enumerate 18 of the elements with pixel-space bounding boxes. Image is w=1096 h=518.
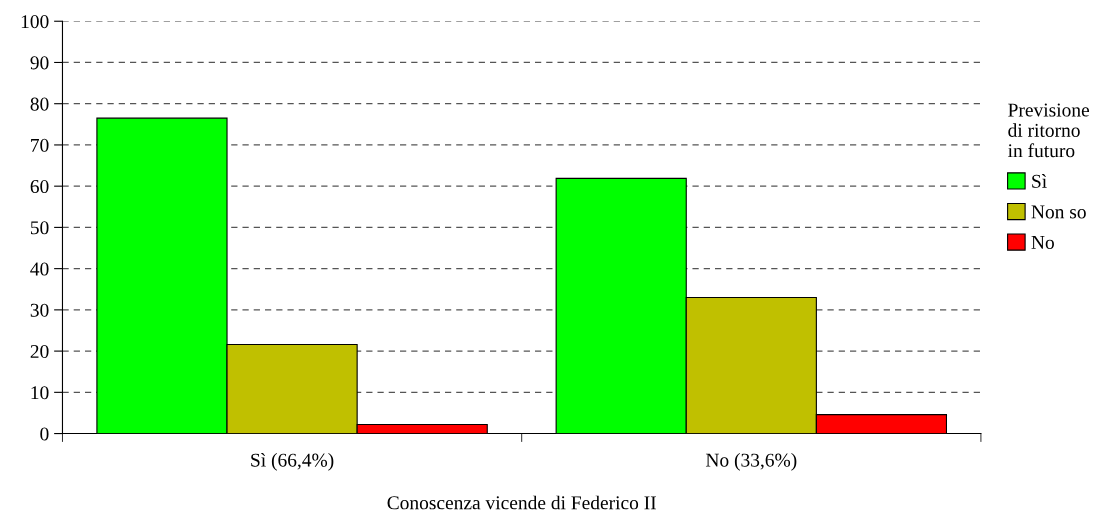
legend-title: Previsione di ritorno in futuro (1008, 103, 1090, 158)
y-tick-label: 70 (31, 138, 49, 152)
y-tick-label: 100 (21, 15, 49, 29)
y-tick-label: 60 (30, 179, 49, 194)
y-tick-label: 50 (30, 221, 49, 235)
x-tick-label: Sì (66,4%) (251, 453, 334, 471)
y-tick-label: 80 (30, 97, 49, 111)
y-tick-label: 40 (30, 262, 49, 276)
y-tick-label: 20 (30, 344, 49, 359)
y-tick-label: 90 (30, 56, 49, 70)
legend-label: Sì (1032, 174, 1047, 188)
y-tick-label: 10 (31, 386, 49, 400)
y-tick-label: 30 (30, 303, 49, 317)
legend-label: No (1031, 236, 1054, 249)
legend-label: Non so (1031, 205, 1086, 219)
x-axis-title: Conoscenza vicende di Federico II (387, 495, 656, 510)
x-tick-label: No (33,6%) (705, 453, 797, 471)
y-tick-label: 0 (40, 427, 49, 441)
